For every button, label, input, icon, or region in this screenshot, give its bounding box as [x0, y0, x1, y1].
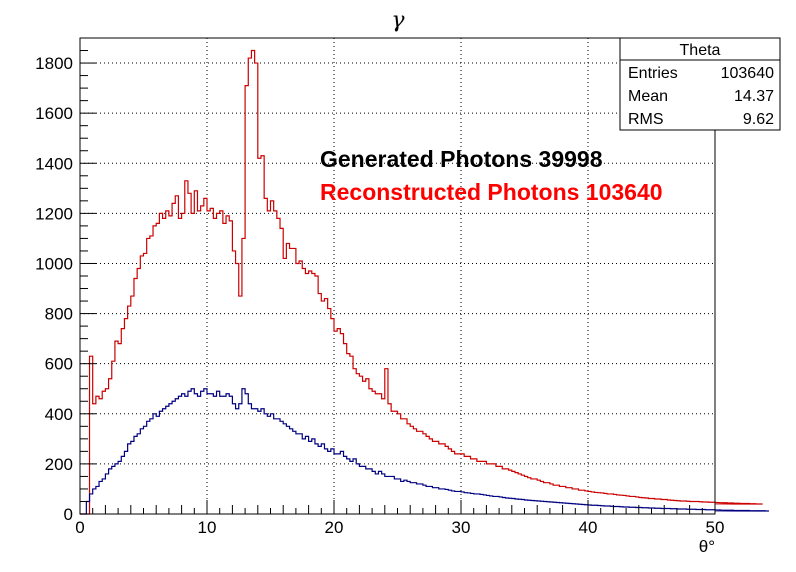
histogram-series-layer [80, 49, 769, 515]
stats-mean-value: 14.37 [734, 88, 774, 105]
x-tick-label: 50 [706, 518, 725, 537]
stats-entries-value: 103640 [721, 65, 774, 82]
y-tick-label: 800 [45, 305, 73, 324]
y-tick-label: 400 [45, 405, 73, 424]
x-tick-label: 40 [579, 518, 598, 537]
x-tick-label: 30 [452, 518, 471, 537]
x-tick-label: 0 [75, 518, 84, 537]
x-axis-label: θ° [699, 537, 715, 556]
stats-mean-label: Mean [628, 88, 668, 105]
y-tick-label: 1600 [35, 104, 73, 123]
grid-lines [80, 38, 715, 514]
y-tick-label: 1800 [35, 54, 73, 73]
y-tick-label: 0 [64, 505, 73, 524]
stats-box-title: Theta [680, 42, 721, 59]
stats-rms-label: RMS [628, 111, 664, 128]
stats-rms-value: 9.62 [743, 111, 774, 128]
stats-entries-label: Entries [628, 65, 678, 82]
chart-title: γ [391, 8, 405, 33]
x-tick-label: 10 [198, 518, 217, 537]
histogram-series-0 [80, 49, 763, 515]
y-tick-label: 1200 [35, 204, 73, 223]
y-tick-label: 600 [45, 355, 73, 374]
stats-box: Theta Entries 103640 Mean 14.37 RMS 9.62 [619, 37, 781, 131]
annotation-generated-photons: Generated Photons 39998 [320, 146, 603, 172]
x-tick-label: 20 [325, 518, 344, 537]
y-tick-label: 1000 [35, 254, 73, 273]
y-tick-label: 200 [45, 455, 73, 474]
histogram-series-1 [80, 388, 769, 515]
stats-box-frame [619, 37, 781, 131]
annotation-reconstructed-photons: Reconstructed Photons 103640 [320, 179, 663, 205]
y-tick-label: 1400 [35, 154, 73, 173]
axes: 0 10 20 30 40 50 0 200 400 600 800 1000 1200 1400 1600… [35, 37, 725, 537]
